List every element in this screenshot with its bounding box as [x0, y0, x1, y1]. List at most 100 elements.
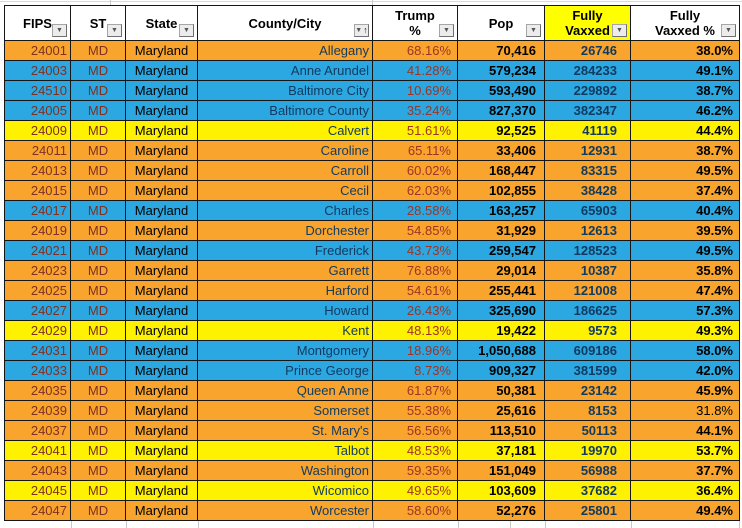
cell-fips[interactable]: 24039 — [4, 400, 71, 421]
cell-fips[interactable]: 24011 — [4, 140, 71, 161]
cell-fully-vaxxed-pct[interactable]: 35.8% — [630, 260, 740, 281]
cell-fully-vaxxed-pct[interactable]: 49.3% — [630, 320, 740, 341]
cell-fips[interactable]: 24015 — [4, 180, 71, 201]
cell-fully-vaxxed[interactable]: 9573 — [544, 320, 631, 341]
cell-st[interactable]: MD — [70, 300, 126, 321]
cell-fips[interactable]: 24009 — [4, 120, 71, 141]
cell-pop[interactable]: 33,406 — [457, 140, 545, 161]
cell-fips[interactable]: 24043 — [4, 460, 71, 481]
cell-pop[interactable]: 168,447 — [457, 160, 545, 181]
cell-pop[interactable]: 19,422 — [457, 320, 545, 341]
cell-fips[interactable]: 24019 — [4, 220, 71, 241]
cell-county[interactable]: Queen Anne — [197, 380, 373, 401]
cell-state[interactable]: Maryland — [125, 460, 198, 481]
cell-fully-vaxxed[interactable]: 382347 — [544, 100, 631, 121]
filter-dropdown-button[interactable]: ▼ — [526, 24, 541, 37]
cell-trump-pct[interactable]: 51.61% — [372, 120, 458, 141]
cell-st[interactable]: MD — [70, 60, 126, 81]
cell-fully-vaxxed[interactable]: 381599 — [544, 360, 631, 381]
cell-county[interactable]: Anne Arundel — [197, 60, 373, 81]
cell-fully-vaxxed[interactable]: 12931 — [544, 140, 631, 161]
filter-dropdown-button[interactable]: ▼ — [439, 24, 454, 37]
filter-dropdown-button[interactable]: ▼ — [179, 24, 194, 37]
cell-st[interactable]: MD — [70, 260, 126, 281]
cell-fully-vaxxed-pct[interactable]: 49.5% — [630, 160, 740, 181]
cell-county[interactable]: St. Mary's — [197, 420, 373, 441]
cell-state[interactable]: Maryland — [125, 420, 198, 441]
cell-pop[interactable]: 325,690 — [457, 300, 545, 321]
cell-trump-pct[interactable]: 60.02% — [372, 160, 458, 181]
filter-sort-button[interactable]: ▼ ↑ — [354, 24, 369, 37]
cell-st[interactable]: MD — [70, 500, 126, 521]
filter-dropdown-button[interactable]: ▼ — [721, 24, 736, 37]
cell-fips[interactable]: 24021 — [4, 240, 71, 261]
cell-county[interactable]: Talbot — [197, 440, 373, 461]
cell-fully-vaxxed-pct[interactable]: 38.0% — [630, 40, 740, 61]
cell-trump-pct[interactable]: 48.13% — [372, 320, 458, 341]
cell-fips[interactable]: 24047 — [4, 500, 71, 521]
cell-pop[interactable]: 70,416 — [457, 40, 545, 61]
cell-trump-pct[interactable]: 18.96% — [372, 340, 458, 361]
cell-pop[interactable]: 29,014 — [457, 260, 545, 281]
cell-state[interactable]: Maryland — [125, 360, 198, 381]
cell-state[interactable]: Maryland — [125, 400, 198, 421]
cell-fully-vaxxed-pct[interactable]: 45.9% — [630, 380, 740, 401]
cell-fully-vaxxed[interactable]: 19970 — [544, 440, 631, 461]
cell-fully-vaxxed[interactable]: 56988 — [544, 460, 631, 481]
cell-fully-vaxxed[interactable]: 609186 — [544, 340, 631, 361]
cell-fully-vaxxed[interactable]: 38428 — [544, 180, 631, 201]
cell-fully-vaxxed[interactable]: 10387 — [544, 260, 631, 281]
cell-fully-vaxxed[interactable]: 50113 — [544, 420, 631, 441]
cell-county[interactable]: Kent — [197, 320, 373, 341]
cell-state[interactable]: Maryland — [125, 180, 198, 201]
cell-county[interactable]: Prince George — [197, 360, 373, 381]
cell-fully-vaxxed-pct[interactable]: 31.8% — [630, 400, 740, 421]
cell-county[interactable]: Washington — [197, 460, 373, 481]
cell-st[interactable]: MD — [70, 480, 126, 501]
cell-county[interactable]: Garrett — [197, 260, 373, 281]
cell-trump-pct[interactable]: 54.85% — [372, 220, 458, 241]
cell-county[interactable]: Calvert — [197, 120, 373, 141]
cell-state[interactable]: Maryland — [125, 220, 198, 241]
cell-st[interactable]: MD — [70, 280, 126, 301]
cell-fully-vaxxed-pct[interactable]: 47.4% — [630, 280, 740, 301]
cell-pop[interactable]: 909,327 — [457, 360, 545, 381]
cell-fips[interactable]: 24001 — [4, 40, 71, 61]
cell-state[interactable]: Maryland — [125, 100, 198, 121]
cell-trump-pct[interactable]: 59.35% — [372, 460, 458, 481]
cell-trump-pct[interactable]: 35.24% — [372, 100, 458, 121]
cell-fully-vaxxed-pct[interactable]: 38.7% — [630, 80, 740, 101]
filter-dropdown-button[interactable]: ▼ — [52, 24, 67, 37]
cell-pop[interactable]: 37,181 — [457, 440, 545, 461]
cell-trump-pct[interactable]: 62.03% — [372, 180, 458, 201]
cell-county[interactable]: Wicomico — [197, 480, 373, 501]
cell-state[interactable]: Maryland — [125, 380, 198, 401]
cell-fully-vaxxed-pct[interactable]: 49.4% — [630, 500, 740, 521]
cell-fips[interactable]: 24003 — [4, 60, 71, 81]
cell-fips[interactable]: 24023 — [4, 260, 71, 281]
cell-pop[interactable]: 25,616 — [457, 400, 545, 421]
cell-trump-pct[interactable]: 65.11% — [372, 140, 458, 161]
cell-trump-pct[interactable]: 56.56% — [372, 420, 458, 441]
cell-county[interactable]: Frederick — [197, 240, 373, 261]
cell-st[interactable]: MD — [70, 380, 126, 401]
cell-state[interactable]: Maryland — [125, 300, 198, 321]
cell-fully-vaxxed[interactable]: 8153 — [544, 400, 631, 421]
cell-fully-vaxxed-pct[interactable]: 44.4% — [630, 120, 740, 141]
cell-fully-vaxxed-pct[interactable]: 57.3% — [630, 300, 740, 321]
cell-st[interactable]: MD — [70, 220, 126, 241]
cell-state[interactable]: Maryland — [125, 240, 198, 261]
cell-trump-pct[interactable]: 8.73% — [372, 360, 458, 381]
cell-county[interactable]: Caroline — [197, 140, 373, 161]
cell-state[interactable]: Maryland — [125, 340, 198, 361]
cell-fully-vaxxed-pct[interactable]: 37.4% — [630, 180, 740, 201]
cell-state[interactable]: Maryland — [125, 480, 198, 501]
cell-fully-vaxxed[interactable]: 83315 — [544, 160, 631, 181]
cell-fips[interactable]: 24033 — [4, 360, 71, 381]
cell-st[interactable]: MD — [70, 240, 126, 261]
cell-fully-vaxxed[interactable]: 65903 — [544, 200, 631, 221]
cell-st[interactable]: MD — [70, 420, 126, 441]
cell-fips[interactable]: 24013 — [4, 160, 71, 181]
cell-fips[interactable]: 24029 — [4, 320, 71, 341]
cell-fully-vaxxed[interactable]: 41119 — [544, 120, 631, 141]
